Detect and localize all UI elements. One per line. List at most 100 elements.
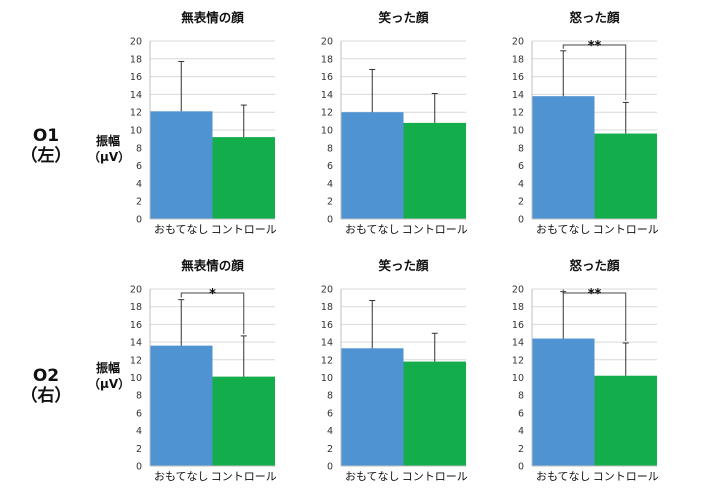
chart4-ytick-label: 2: [136, 444, 142, 455]
chart6-significance-bracket: [562, 289, 627, 341]
chart3-significance-bracket: [562, 44, 627, 101]
chart3-ytick-label: 10: [512, 126, 524, 137]
chart3-bar-1: [532, 96, 595, 219]
chart5-ytick-label: 12: [321, 355, 333, 366]
chart1-ytick-label: 20: [130, 37, 142, 48]
chart3-title: 怒った顔: [569, 10, 620, 25]
chart2-ytick-label: 10: [321, 126, 333, 137]
chart3-ytick-label: 20: [512, 37, 524, 48]
chart3-ytick-label: 8: [518, 143, 524, 154]
chart4-bar-2: [212, 376, 275, 466]
chart5-ytick-label: 20: [321, 285, 333, 296]
chart6-title: 怒った顔: [569, 258, 620, 273]
chart4-ytick-label: 10: [130, 373, 142, 384]
chart5-ytick-label: 2: [327, 444, 333, 455]
chart1-ytick-label: 16: [130, 72, 142, 83]
chart5-ytick-label: 4: [327, 426, 333, 437]
chart3-category-label-1: おもてなし: [536, 223, 591, 236]
chart6-ytick-label: 10: [512, 373, 524, 384]
chart5-title: 笑った顔: [378, 258, 429, 273]
row-label-o1-channel: O1: [32, 126, 60, 146]
chart5-ytick-label: 6: [327, 408, 333, 419]
ylabel-row2: 振幅 （μV）: [88, 360, 131, 392]
chart5-ytick-label: 0: [327, 462, 333, 473]
chart6-ytick-label: 20: [512, 285, 524, 296]
chart1-ytick-label: 18: [130, 54, 142, 65]
chart2-ytick-label: 16: [321, 72, 333, 83]
chart4-ytick-label: 6: [136, 408, 142, 419]
chart1-ytick-label: 4: [136, 179, 142, 190]
chart2-ytick-label: 0: [327, 215, 333, 226]
row-label-o1-side: （左）: [20, 146, 72, 166]
chart3-ytick-label: 0: [518, 215, 524, 226]
chart1-bar-1: [150, 111, 213, 219]
chart2-ytick-label: 14: [321, 90, 333, 101]
chart1-title: 無表情の顔: [181, 10, 244, 25]
row-label-o2-side: （右）: [20, 386, 72, 406]
chart1-ytick-label: 2: [136, 197, 142, 208]
chart5-ytick-label: 18: [321, 302, 333, 313]
chart4-category-label-2: コントロール: [211, 470, 277, 483]
chart3-ytick-label: 18: [512, 54, 524, 65]
chart5-ytick-label: 8: [327, 391, 333, 402]
chart4-bar-1: [150, 345, 213, 466]
chart3-ytick-label: 16: [512, 72, 524, 83]
chart1-category-label-2: コントロール: [211, 223, 277, 236]
chart2-bar-2: [403, 122, 466, 219]
chart3-significance-label: **: [588, 39, 602, 54]
chart5-ytick-label: 14: [321, 338, 333, 349]
chart2-title: 笑った顔: [378, 10, 429, 25]
chart2-ytick-label: 20: [321, 37, 333, 48]
chart4-ytick-label: 14: [130, 338, 142, 349]
chart4-ytick-label: 12: [130, 355, 142, 366]
chart6-ytick-label: 4: [518, 426, 524, 437]
chart6-category-label-1: おもてなし: [536, 470, 591, 483]
chart6-significance-label: **: [588, 287, 602, 302]
row-label-o2: O2 （右）: [16, 366, 76, 406]
chart6-ytick-label: 2: [518, 444, 524, 455]
chart1-ytick-label: 10: [130, 126, 142, 137]
chart6-ytick-label: 16: [512, 320, 524, 331]
chart6-ytick-label: 0: [518, 462, 524, 473]
chart2-ytick-label: 2: [327, 197, 333, 208]
chart3-ytick-label: 12: [512, 108, 524, 119]
chart3-bar-2: [594, 133, 657, 219]
chart3-ytick-label: 6: [518, 161, 524, 172]
chart2-ytick-label: 4: [327, 179, 333, 190]
chart4-significance-bracket: [180, 292, 245, 334]
chart6-ytick-label: 12: [512, 355, 524, 366]
chart6-ytick-label: 14: [512, 338, 524, 349]
chart2-ytick-label: 8: [327, 143, 333, 154]
chart3-ytick-label: 4: [518, 179, 524, 190]
chart5-category-label-2: コントロール: [402, 470, 468, 483]
chart2-ytick-label: 6: [327, 161, 333, 172]
chart1-bar-2: [212, 137, 275, 219]
chart6-category-label-2: コントロール: [593, 470, 659, 483]
chart3-category-label-2: コントロール: [593, 223, 659, 236]
chart1-category-label-1: おもてなし: [154, 223, 209, 236]
ylabel-row1-text: 振幅: [95, 134, 120, 148]
chart6-ytick-label: 6: [518, 408, 524, 419]
chart6-bar-2: [594, 375, 657, 466]
chart4-category-label-1: おもてなし: [154, 470, 209, 483]
chart5-category-label-1: おもてなし: [345, 470, 400, 483]
chart1-ytick-label: 14: [130, 90, 142, 101]
chart2-ytick-label: 12: [321, 108, 333, 119]
chart4-ytick-label: 18: [130, 302, 142, 313]
chart4-ytick-label: 0: [136, 462, 142, 473]
chart4-title: 無表情の顔: [181, 258, 244, 273]
chart5-ytick-label: 16: [321, 320, 333, 331]
chart6-bar-1: [532, 338, 595, 466]
chart2-category-label-1: おもてなし: [345, 223, 400, 236]
chart4-ytick-label: 16: [130, 320, 142, 331]
ylabel-row2-unit: （μV）: [88, 377, 131, 391]
chart3-ytick-label: 14: [512, 90, 524, 101]
ylabel-row1-unit: （μV）: [88, 150, 131, 164]
chart4-significance-label: *: [209, 287, 216, 302]
chart1-ytick-label: 12: [130, 108, 142, 119]
row-label-o2-channel: O2: [32, 366, 60, 386]
chart2-bar-1: [341, 112, 404, 219]
chart3-ytick-label: 2: [518, 197, 524, 208]
